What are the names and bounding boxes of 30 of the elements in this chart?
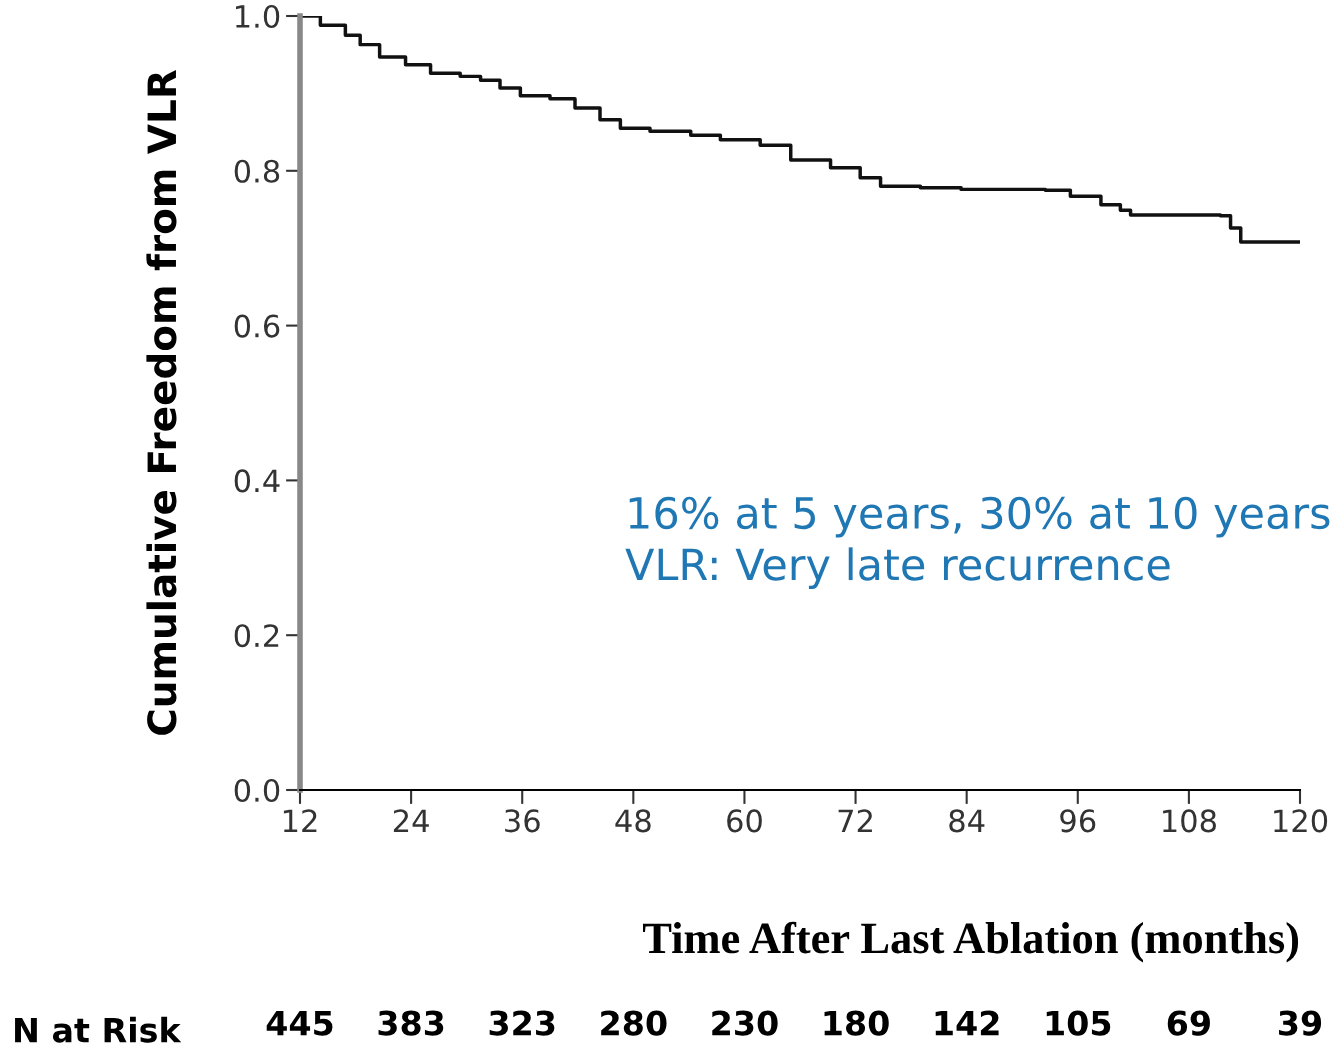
- x-axis-title: Time After Last Ablation (months): [643, 921, 1299, 963]
- y-tick-label: 0.2: [234, 624, 279, 648]
- text: 230: [712, 1010, 778, 1036]
- text: 323: [489, 1010, 555, 1036]
- x-tick-label: 96: [1060, 809, 1096, 833]
- x-tick-label: 12: [283, 809, 317, 832]
- y-tick-label: 1.0: [236, 4, 280, 29]
- text: 142: [935, 1010, 999, 1036]
- y-tick-label: 0.4: [234, 469, 280, 493]
- annotation: 16% at 5 years, 30% at 10 years VLR: Very late recurrence: [625, 496, 1330, 590]
- x-tick-label: 24: [393, 809, 429, 832]
- text: 383: [378, 1010, 444, 1036]
- y-axis-title: Cumulative Freedom from VLR: [146, 70, 177, 735]
- y-tick-label: 0.0: [234, 778, 280, 803]
- x-tick-label: 60: [727, 809, 762, 833]
- text: 445: [266, 1010, 333, 1036]
- x-tick-label: 36: [505, 809, 540, 833]
- text: 39: [1279, 1010, 1322, 1036]
- y-tick-label: 0.6: [234, 314, 280, 338]
- x-tick-label: 120: [1274, 809, 1328, 833]
- text: 180: [824, 1010, 889, 1036]
- text: 69: [1167, 1010, 1210, 1036]
- text: 280: [601, 1010, 667, 1036]
- x-tick-label: 108: [1163, 809, 1216, 833]
- text: N at Risk: [15, 1016, 182, 1043]
- text: 105: [1046, 1010, 1111, 1036]
- y-tick-label: 0.8: [234, 159, 280, 183]
- x-tick-label: 48: [615, 809, 651, 833]
- x-tick-label: 72: [838, 809, 872, 832]
- x-tick-label: 84: [949, 809, 985, 833]
